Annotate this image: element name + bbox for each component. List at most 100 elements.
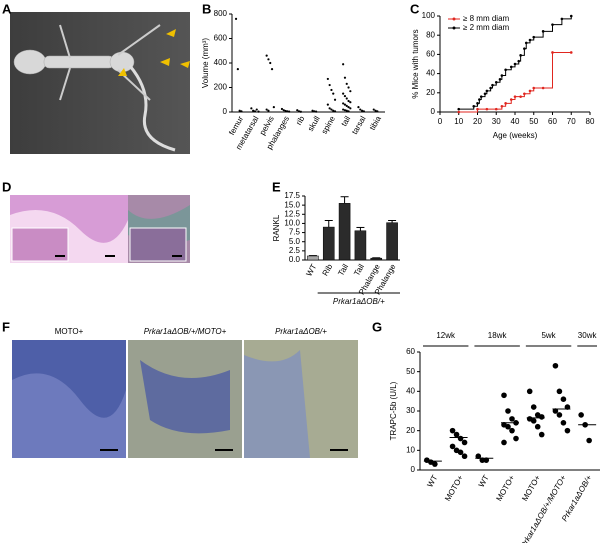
- point: [349, 101, 352, 104]
- y-tick-label: 20: [406, 426, 415, 435]
- point: [556, 412, 563, 418]
- marker: [569, 51, 573, 54]
- point: [343, 103, 347, 106]
- group-label: 18wk: [488, 331, 508, 340]
- x-tick-label: 50: [529, 117, 538, 126]
- point: [347, 86, 350, 89]
- point: [326, 77, 329, 81]
- point: [296, 109, 299, 112]
- point: [538, 431, 545, 438]
- point: [501, 392, 507, 399]
- bar: [322, 226, 335, 261]
- point: [286, 110, 289, 113]
- marker: [500, 74, 504, 77]
- texture: [140, 360, 230, 434]
- marker: [504, 68, 507, 72]
- x-tick-label: MOTO+: [494, 473, 516, 502]
- point: [513, 435, 519, 442]
- point: [505, 408, 511, 414]
- marker: [569, 14, 573, 18]
- y-tick-label: 40: [426, 69, 435, 78]
- point: [578, 412, 584, 418]
- point: [297, 110, 301, 113]
- skeleton: [13, 24, 190, 152]
- point: [345, 109, 348, 112]
- point: [267, 109, 270, 112]
- marker: [513, 62, 517, 66]
- y-tick-label: 0: [411, 465, 416, 474]
- marker: [491, 83, 494, 87]
- point: [255, 108, 258, 111]
- image-label: Prkar1aΔOB/+: [275, 327, 327, 336]
- x-tick-label: 70: [567, 117, 576, 126]
- y-axis-label: Volume (mm³): [201, 38, 210, 89]
- point: [342, 102, 345, 105]
- y-tick-label: 17.5: [284, 191, 300, 200]
- marker: [528, 89, 532, 93]
- x-tick-label: WT: [477, 473, 491, 488]
- marker: [532, 35, 536, 39]
- marker: [560, 17, 564, 21]
- group-label: 12wk: [436, 331, 456, 340]
- point: [360, 109, 364, 112]
- point: [333, 110, 337, 113]
- x-tick-label: spine: [320, 114, 338, 136]
- y-tick-label: 7.5: [289, 228, 301, 237]
- bar: [386, 222, 398, 261]
- point: [343, 94, 347, 98]
- y-tick-label: 80: [426, 30, 435, 39]
- group-label: 30wk: [578, 331, 598, 340]
- point: [299, 110, 302, 113]
- point: [343, 109, 347, 112]
- marker: [472, 104, 476, 108]
- point: [552, 362, 559, 369]
- marker: [494, 107, 498, 111]
- point: [359, 108, 362, 111]
- point: [288, 110, 291, 113]
- x-tick-label: MOTO+: [520, 473, 542, 502]
- point: [345, 104, 348, 107]
- panel-label: G: [372, 319, 382, 334]
- legend-label: ≥ 8 mm diam: [463, 14, 510, 23]
- point: [345, 82, 348, 85]
- point: [509, 416, 515, 422]
- point: [586, 437, 592, 444]
- x-tick-label: 80: [586, 117, 595, 126]
- x-tick-label: Tail: [336, 262, 350, 277]
- bar: [370, 257, 383, 261]
- x-tick-label: 40: [511, 117, 520, 126]
- marker: [479, 95, 483, 98]
- x-tick-label: tarsal: [350, 114, 368, 136]
- y-tick-label: 50: [406, 367, 415, 376]
- point: [347, 106, 350, 109]
- y-tick-label: 10.0: [284, 219, 300, 228]
- point: [345, 97, 348, 100]
- x-tick-label: WT: [304, 262, 318, 277]
- point: [236, 68, 239, 71]
- point: [332, 92, 335, 95]
- point: [449, 427, 456, 434]
- y-tick-label: 12.5: [284, 209, 300, 218]
- point: [326, 103, 329, 106]
- marker: [457, 107, 461, 111]
- panel-label: F: [2, 319, 10, 334]
- y-tick-label: 200: [214, 83, 228, 92]
- marker: [500, 104, 504, 108]
- marker: [498, 78, 502, 81]
- point: [269, 61, 272, 65]
- marker: [476, 107, 479, 111]
- marker: [478, 98, 481, 101]
- point: [313, 110, 316, 113]
- y-axis-label: RANKL: [272, 214, 281, 241]
- marker: [528, 38, 532, 42]
- legend-marker: [452, 26, 456, 30]
- point: [330, 88, 333, 92]
- marker: [519, 95, 522, 98]
- point: [457, 449, 464, 456]
- point: [311, 109, 314, 112]
- x-tick-label: 30: [492, 117, 501, 126]
- point: [453, 431, 460, 438]
- point: [483, 457, 490, 463]
- marker: [519, 54, 522, 57]
